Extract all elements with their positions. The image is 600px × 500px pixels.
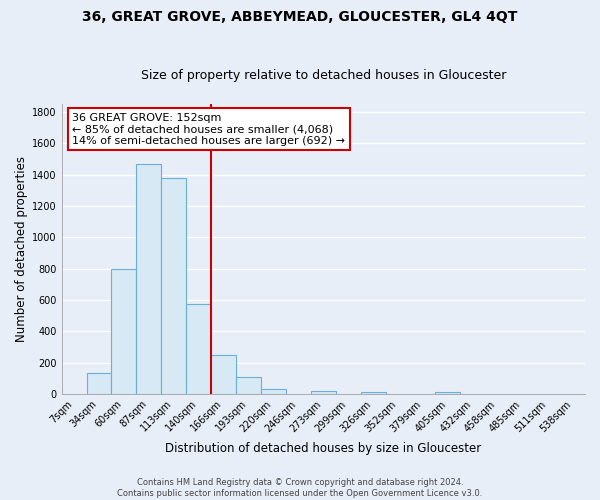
Bar [86,372,112,394]
X-axis label: Distribution of detached houses by size in Gloucester: Distribution of detached houses by size … [165,442,481,455]
Bar [112,270,136,394]
Y-axis label: Number of detached properties: Number of detached properties [15,156,28,342]
Bar [236,376,261,394]
Text: Contains HM Land Registry data © Crown copyright and database right 2024.
Contai: Contains HM Land Registry data © Crown c… [118,478,482,498]
Bar [361,392,386,394]
Bar [311,391,336,394]
Bar [211,354,236,394]
Bar [136,164,161,394]
Title: Size of property relative to detached houses in Gloucester: Size of property relative to detached ho… [140,69,506,82]
Text: 36 GREAT GROVE: 152sqm
← 85% of detached houses are smaller (4,068)
14% of semi-: 36 GREAT GROVE: 152sqm ← 85% of detached… [72,112,345,146]
Text: 36, GREAT GROVE, ABBEYMEAD, GLOUCESTER, GL4 4QT: 36, GREAT GROVE, ABBEYMEAD, GLOUCESTER, … [82,10,518,24]
Bar [161,178,186,394]
Bar [186,304,211,394]
Bar [261,389,286,394]
Bar [436,392,460,394]
